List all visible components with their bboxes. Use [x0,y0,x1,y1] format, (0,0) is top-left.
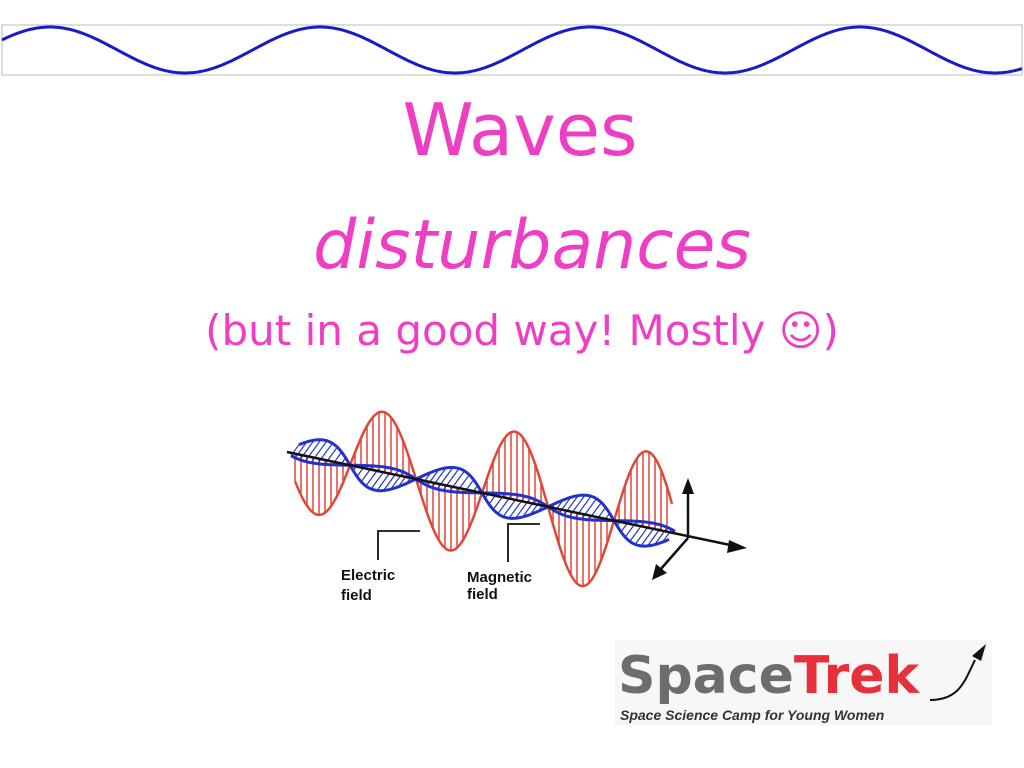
hatch-line [310,440,328,464]
hatch-line [581,498,597,520]
logo-tagline: Space Science Camp for Young Women [620,707,884,723]
logo-name-trek: Trek [794,646,921,706]
hatch-line [442,468,460,491]
logo-name-space: Space [618,646,794,706]
electric-label: Electric [341,567,395,584]
logo-arrowhead [972,644,986,661]
hatch-line [304,439,322,462]
hatch-line [365,466,381,487]
hatch-line [629,521,645,542]
em-wave-diagram [290,410,676,588]
hatch-line [449,470,465,492]
hatch-line [647,525,663,547]
leader-lines [377,523,540,562]
subtitle: disturbances [313,206,751,285]
hatch-line [299,439,315,461]
field-curve [298,438,670,548]
hatch-line [436,467,454,490]
hatch-line [515,497,531,519]
logo-name: SpaceTrek [618,646,921,706]
logo: SpaceTrek Space Science Camp for Young W… [614,640,992,725]
hatch-line [317,442,333,465]
axes-arrows [286,450,747,580]
header-wave [1,25,1023,75]
hatch-line [497,493,513,515]
electric-label: field [341,587,372,604]
field-curve [293,410,674,588]
title: Waves [402,88,637,172]
logo-background [614,640,992,725]
wave-frame [1,24,1023,76]
hatch-line [568,494,586,518]
hatch-line [383,469,399,491]
magnetic-label: Magnetic [467,569,532,586]
logo-arrow [929,659,976,701]
hatch-line [574,495,592,519]
caption: (but in a good way! Mostly ☺) [205,306,839,355]
magnetic-label: field [467,586,498,603]
